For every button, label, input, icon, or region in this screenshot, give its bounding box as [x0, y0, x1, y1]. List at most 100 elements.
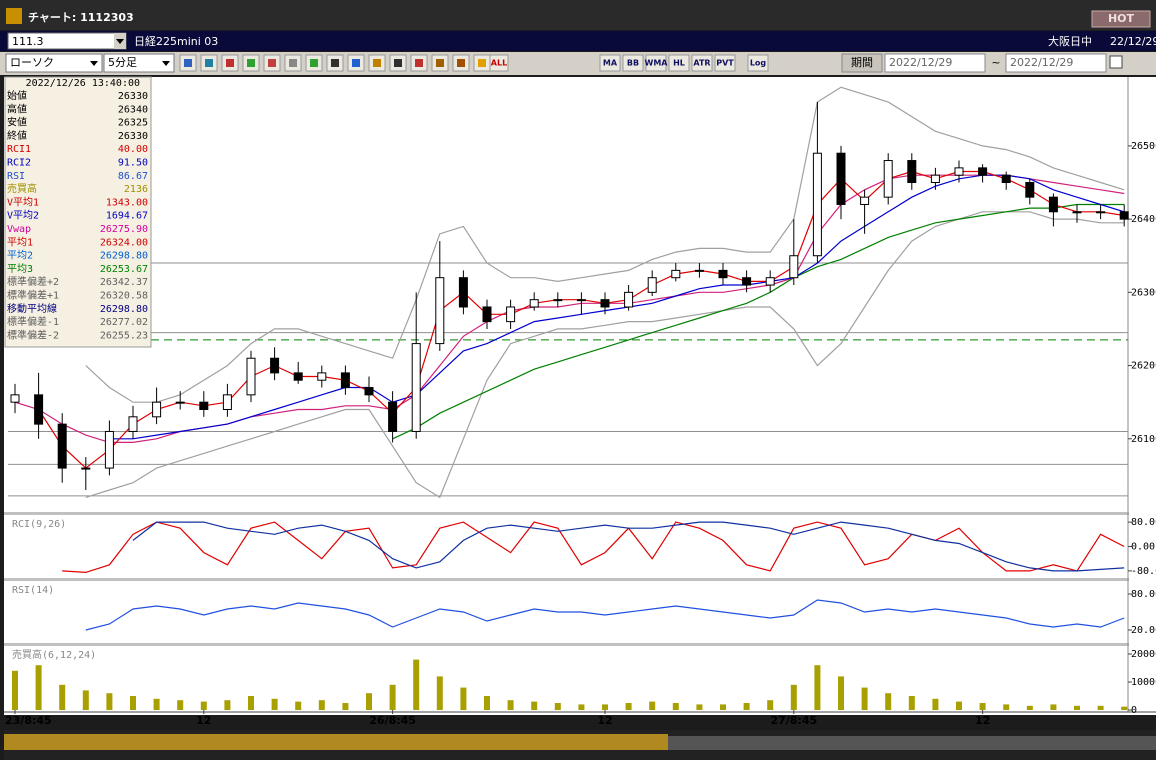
- from-date[interactable]: [884, 53, 986, 73]
- tool-button-label: BB: [627, 59, 639, 68]
- candle-body: [883, 160, 893, 198]
- volume-bar: [295, 701, 302, 710]
- tool-button[interactable]: [599, 54, 621, 72]
- candle-body: [10, 394, 20, 403]
- candle-body: [270, 357, 280, 374]
- volume-bar: [177, 700, 184, 710]
- tool-button[interactable]: [645, 54, 667, 72]
- y-tick-label: 80.00: [1131, 589, 1156, 600]
- volume-bar: [1003, 704, 1010, 710]
- tool-button[interactable]: [714, 54, 736, 72]
- tool-button[interactable]: [622, 54, 644, 72]
- plot: 26500 26400 26300 26200 26100 23/8:45 12 26/8:4…: [5, 86, 1156, 727]
- scrollbar-thumb[interactable]: [4, 734, 668, 750]
- interval-select[interactable]: [103, 53, 175, 73]
- y-tick-label: -80.00: [1131, 566, 1156, 577]
- icon-glyph: [415, 59, 423, 67]
- info-value: 26325: [118, 118, 148, 129]
- candle-body: [718, 269, 728, 279]
- info-label: 標準偏差-1: [7, 315, 59, 328]
- volume-bar: [200, 701, 207, 710]
- y-tick-label: 26100: [1131, 434, 1156, 445]
- candle-body: [458, 277, 468, 308]
- dropdown-arrow: [162, 61, 170, 66]
- candle-body: [624, 291, 634, 308]
- tool-button-label: Log: [750, 59, 767, 68]
- info-label: 標準偏差+1: [7, 289, 59, 302]
- indicator-line: [109, 174, 1125, 440]
- volume-bar: [1026, 705, 1033, 710]
- candle-body: [954, 167, 964, 176]
- info-rows: 始値 26330 高値 26340 安値 26325 終値 26330 RCI1 40.00 RCI…: [7, 89, 148, 341]
- candle-body: [1119, 211, 1129, 220]
- style-select[interactable]: [5, 53, 103, 73]
- dropdown-arrow: [90, 61, 98, 66]
- candle-body: [789, 255, 799, 279]
- volume-bar: [979, 703, 986, 710]
- info-value: 26275.90: [100, 224, 148, 235]
- pane-title: 売買高(6,12,24): [12, 648, 96, 661]
- info-label: Vwap: [7, 224, 31, 235]
- volume-bar: [838, 676, 844, 710]
- candle-body: [104, 430, 114, 469]
- tool-button[interactable]: [489, 54, 509, 72]
- period-label: 期間: [851, 56, 873, 69]
- volume-bar: [578, 704, 585, 710]
- info-timestamp: 2022/12/26 13:40:00: [26, 78, 140, 89]
- candle-body: [1025, 182, 1035, 198]
- icon-glyph: [436, 59, 444, 67]
- style-text: ローソク: [10, 56, 54, 69]
- volume-bar: [59, 684, 66, 710]
- info-value: 86.67: [118, 171, 148, 182]
- volume-bar: [12, 670, 18, 710]
- to-date[interactable]: [1005, 53, 1107, 73]
- icon-glyph: [478, 59, 486, 67]
- tool-button[interactable]: [691, 54, 713, 72]
- icon-glyph: [184, 59, 192, 67]
- candle-body: [1001, 174, 1011, 184]
- code-text: 111.3: [12, 35, 44, 48]
- volume-bar: [814, 665, 821, 710]
- volume-bar: [413, 659, 420, 710]
- volume-bar: [932, 698, 939, 710]
- period-button[interactable]: [841, 53, 883, 73]
- volume-bar: [554, 703, 561, 710]
- candle-body: [482, 306, 492, 323]
- info-label: V平均2: [7, 210, 39, 222]
- icon-glyph: [205, 59, 213, 67]
- chart-area: [4, 77, 1156, 715]
- volume-bar: [318, 700, 325, 710]
- info-label: RCI2: [7, 158, 31, 169]
- volume-bar: [861, 687, 868, 710]
- candle-body: [978, 167, 988, 176]
- info-value: 2136: [124, 184, 148, 195]
- volume-bar: [720, 704, 726, 710]
- candle-body: [1048, 196, 1058, 213]
- volume-bar: [460, 687, 467, 710]
- checkbox[interactable]: [1109, 55, 1123, 69]
- info-panel: [4, 76, 152, 348]
- hot-button[interactable]: [1091, 10, 1151, 28]
- volume-bar: [602, 704, 608, 710]
- y-tick-label: 26200: [1131, 361, 1156, 372]
- info-value: 26330: [118, 91, 148, 102]
- info-label: 安値: [7, 116, 27, 129]
- tool-button[interactable]: [668, 54, 690, 72]
- candle-body: [907, 160, 917, 184]
- tool-button-label: ATR: [693, 59, 710, 68]
- tool-button-label: WMA: [645, 59, 669, 68]
- tool-button-label: ALL: [491, 59, 507, 68]
- volume-bar: [366, 693, 372, 710]
- info-value: 26255.23: [100, 330, 148, 341]
- x-tick-label: 26/8:45: [369, 714, 416, 727]
- tool-button[interactable]: [747, 54, 769, 72]
- info-label: 始値: [7, 89, 27, 102]
- x-tick-label: 23/8:45: [5, 714, 52, 727]
- info-label: RSI: [7, 171, 25, 182]
- icon-glyph: [247, 59, 255, 67]
- volume-bar: [1121, 706, 1128, 710]
- info-label: 平均1: [7, 236, 33, 248]
- candle-body: [671, 269, 681, 279]
